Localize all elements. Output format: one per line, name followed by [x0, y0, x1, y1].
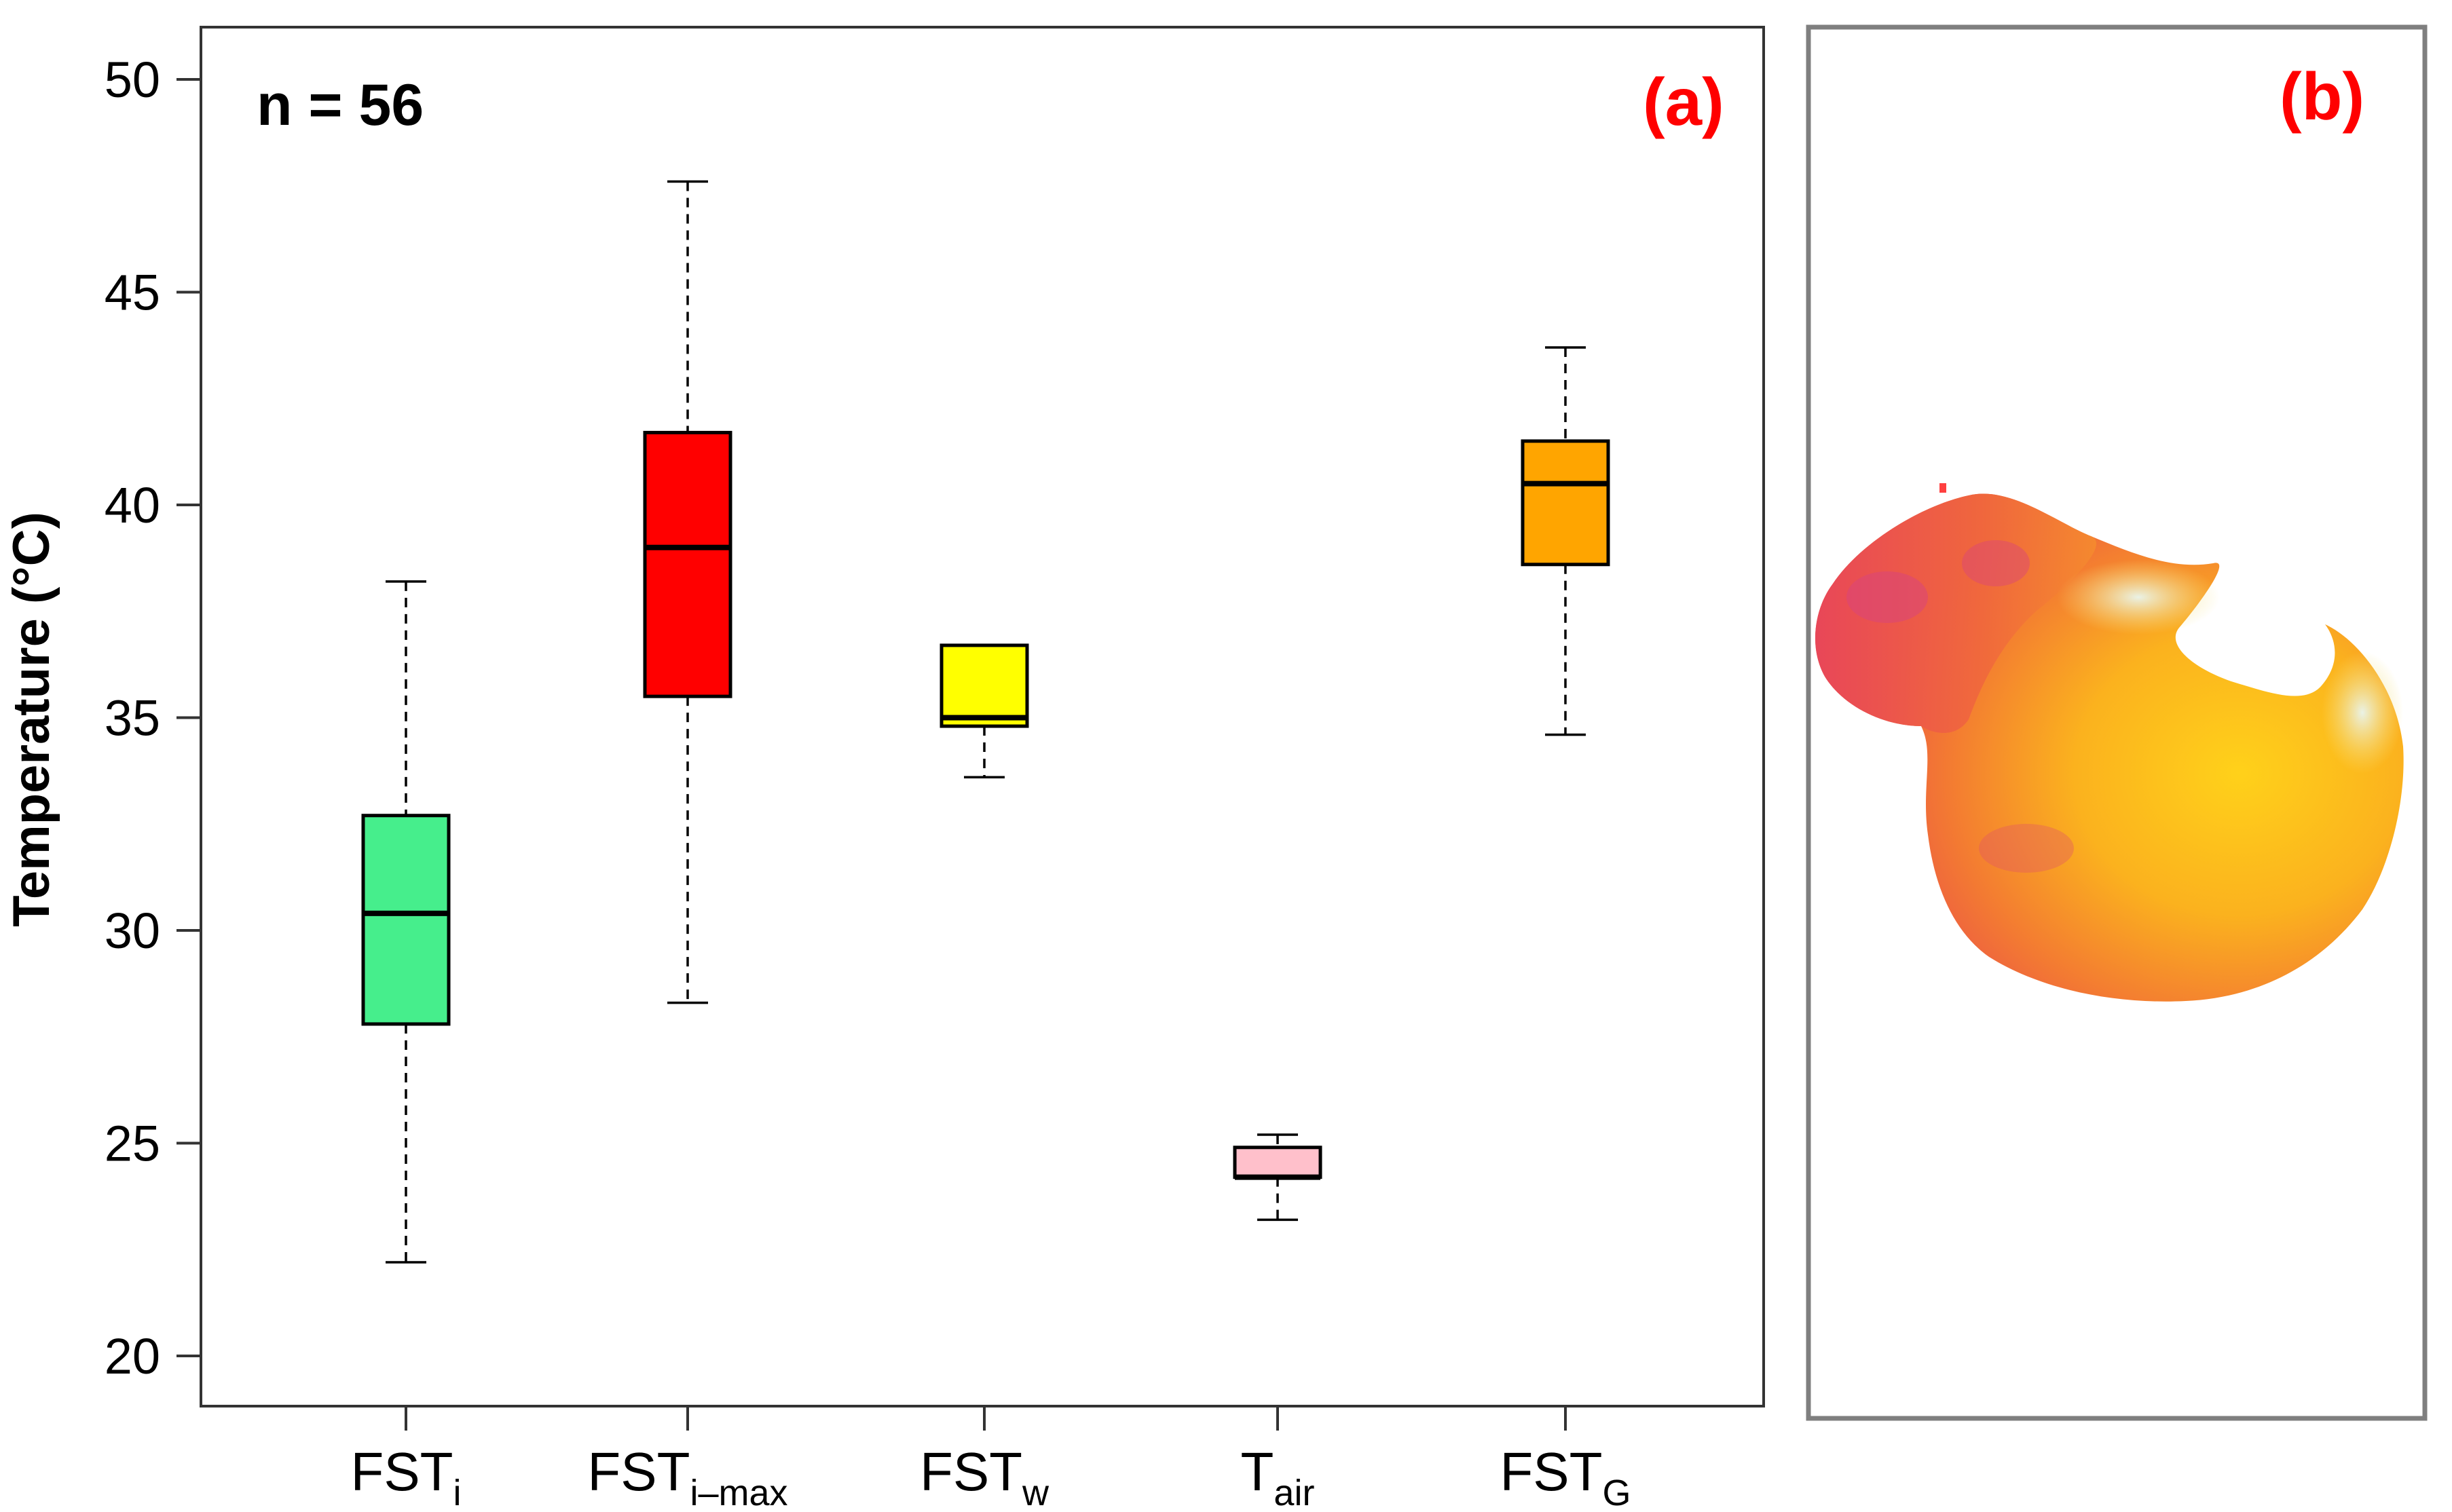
box-iqr	[1233, 1146, 1322, 1179]
panel-label-a: (a)	[1643, 64, 1724, 139]
x-tick-label: Tair	[1241, 1441, 1315, 1512]
y-axis-ticks: 20 25 30 35 40 45 50	[105, 52, 201, 1384]
panel-b-frame	[1806, 24, 2428, 1421]
box-iqr	[643, 430, 732, 698]
thermal-foot-image	[1815, 483, 2404, 1002]
x-tick-label-subscript: G	[1603, 1473, 1631, 1512]
x-axis-ticks: FSTi FSTi–max FSTw Tair FSTG	[350, 1406, 1631, 1512]
y-tick-label: 20	[105, 1328, 160, 1384]
x-tick-label: FSTi	[350, 1441, 461, 1512]
x-tick-label: FSTG	[1500, 1441, 1631, 1512]
y-tick-label: 30	[105, 903, 160, 959]
box-iqr	[1521, 439, 1610, 567]
x-tick-label-base: FST	[920, 1441, 1022, 1502]
y-tick-label: 35	[105, 690, 160, 746]
sample-size-annotation: n = 56	[257, 73, 424, 138]
x-tick-label-subscript: air	[1274, 1473, 1314, 1512]
box-iqr	[361, 814, 451, 1026]
x-tick-label-base: FST	[350, 1441, 453, 1502]
box-2	[940, 643, 1029, 779]
x-tick-label-subscript: i	[453, 1473, 462, 1512]
panel-label-b: (b)	[2280, 59, 2364, 134]
y-axis-label: Temperature (°C)	[3, 512, 60, 927]
x-tick-label-subscript: i–max	[690, 1473, 788, 1512]
thermal-image-panel: (b)	[1806, 24, 2428, 1421]
y-tick-label: 25	[105, 1116, 160, 1172]
x-tick-label-base: FST	[587, 1441, 690, 1502]
y-tick-label: 50	[105, 52, 160, 108]
y-tick-label: 45	[105, 265, 160, 321]
box-iqr	[940, 643, 1029, 728]
x-tick-label-base: T	[1241, 1441, 1274, 1502]
box-3	[1233, 1133, 1322, 1222]
box-1	[643, 180, 732, 1004]
box-4	[1521, 346, 1610, 736]
y-tick-label: 40	[105, 477, 160, 533]
box-0	[361, 580, 451, 1264]
box-series	[361, 180, 1610, 1264]
x-tick-label-subscript: w	[1022, 1473, 1049, 1512]
x-tick-label-base: FST	[1500, 1441, 1602, 1502]
x-tick-label: FSTi–max	[587, 1441, 787, 1512]
x-tick-label: FSTw	[920, 1441, 1049, 1512]
